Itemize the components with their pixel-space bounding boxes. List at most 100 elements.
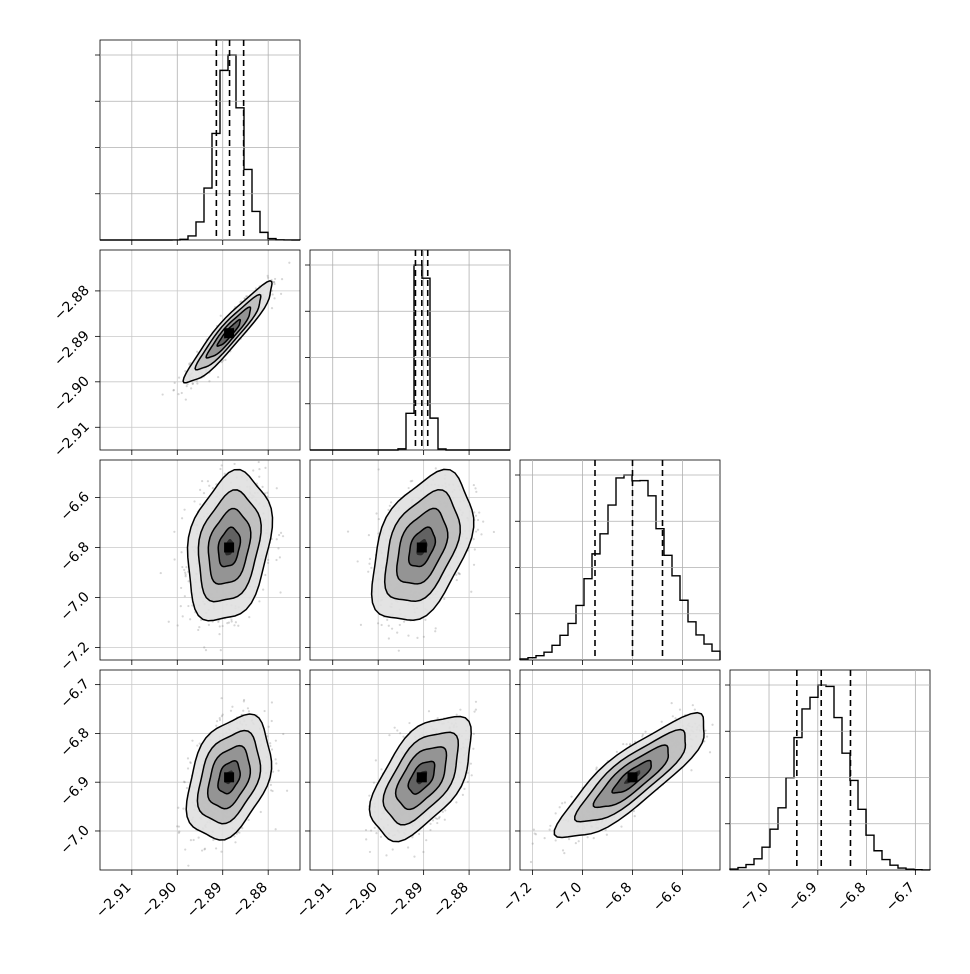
scatter-point [274, 278, 276, 280]
scatter-point [264, 467, 266, 469]
scatter-point [280, 532, 282, 534]
scatter-point [248, 710, 250, 712]
scatter-point [234, 841, 236, 843]
scatter-point [276, 538, 278, 540]
scatter-point [281, 278, 283, 280]
scatter-point [247, 707, 249, 709]
scatter-point [535, 833, 537, 835]
scatter-point [181, 392, 183, 394]
scatter-point [375, 832, 377, 834]
scatter-point [368, 534, 370, 536]
scatter-point [473, 484, 475, 486]
scatter-point [473, 733, 475, 735]
scatter-point [275, 559, 277, 561]
scatter-point [369, 558, 371, 560]
scatter-point [187, 757, 189, 759]
scatter-point [377, 622, 379, 624]
scatter-point [272, 771, 274, 773]
scatter-panel-1-0 [100, 250, 300, 450]
scatter-point [747, 690, 749, 692]
scatter-point [275, 762, 277, 764]
scatter-point [172, 389, 174, 391]
scatter-point [160, 572, 162, 574]
scatter-point [190, 839, 192, 841]
scatter-point [182, 808, 184, 810]
scatter-point [286, 790, 288, 792]
scatter-point [418, 833, 420, 835]
scatter-point [219, 719, 221, 721]
scatter-point [272, 293, 274, 295]
scatter-point [347, 530, 349, 532]
histogram-panel-2 [515, 460, 720, 660]
scatter-point [262, 589, 264, 591]
scatter-point [180, 605, 182, 607]
scatter-point [186, 383, 188, 385]
scatter-point [197, 629, 199, 631]
scatter-point [455, 444, 457, 446]
scatter-point [193, 500, 195, 502]
scatter-point [413, 856, 415, 858]
scatter-point [626, 743, 628, 745]
scatter-point [186, 787, 188, 789]
scatter-point [377, 532, 379, 534]
scatter-point [367, 571, 369, 573]
scatter-point [470, 591, 472, 593]
scatter-point [187, 767, 189, 769]
scatter-point [271, 720, 273, 722]
scatter-point [168, 621, 170, 623]
scatter-point [368, 563, 370, 565]
scatter-point [475, 515, 477, 517]
scatter-point [467, 781, 469, 783]
scatter-point [470, 763, 472, 765]
scatter-point [266, 492, 268, 494]
scatter-point [258, 468, 260, 470]
scatter-point [622, 743, 624, 745]
density-peak-3-1 [417, 772, 427, 782]
scatter-point [203, 646, 205, 648]
scatter-point [288, 262, 290, 264]
scatter-point [196, 382, 198, 384]
scatter-point [385, 854, 387, 856]
scatter-point [271, 790, 273, 792]
scatter-point [475, 491, 477, 493]
scatter-point [391, 628, 393, 630]
scatter-point [473, 511, 475, 513]
scatter-point [181, 566, 183, 568]
scatter-point [215, 847, 217, 849]
scatter-point [258, 600, 260, 602]
scatter-point [457, 572, 459, 574]
scatter-point [274, 283, 276, 285]
scatter-point [221, 464, 223, 466]
scatter-point [276, 487, 278, 489]
scatter-point [408, 722, 410, 724]
scatter-point [388, 734, 390, 736]
scatter-point [185, 398, 187, 400]
hist-frame-3 [730, 670, 930, 870]
scatter-point [373, 782, 375, 784]
scatter-point [477, 519, 479, 521]
scatter-point [189, 761, 191, 763]
scatter-point [243, 699, 245, 701]
scatter-point [238, 832, 240, 834]
scatter-point [183, 781, 185, 783]
scatter-point [387, 509, 389, 511]
scatter-point [471, 774, 473, 776]
scatter-area-2-0 [100, 448, 300, 660]
scatter-point [260, 811, 262, 813]
scatter-point [369, 851, 371, 853]
scatter-point [241, 827, 243, 829]
scatter-point [184, 595, 186, 597]
scatter-point [185, 575, 187, 577]
scatter-point [275, 740, 277, 742]
scatter-point [252, 469, 254, 471]
scatter-point [269, 745, 271, 747]
scatter-point [473, 538, 475, 540]
scatter-point [263, 710, 265, 712]
scatter-point [444, 809, 446, 811]
scatter-point [183, 569, 185, 571]
scatter-point [249, 455, 251, 457]
scatter-point [219, 625, 221, 627]
scatter-point [473, 564, 475, 566]
scatter-point [203, 848, 205, 850]
scatter-area-3-1 [310, 670, 510, 870]
